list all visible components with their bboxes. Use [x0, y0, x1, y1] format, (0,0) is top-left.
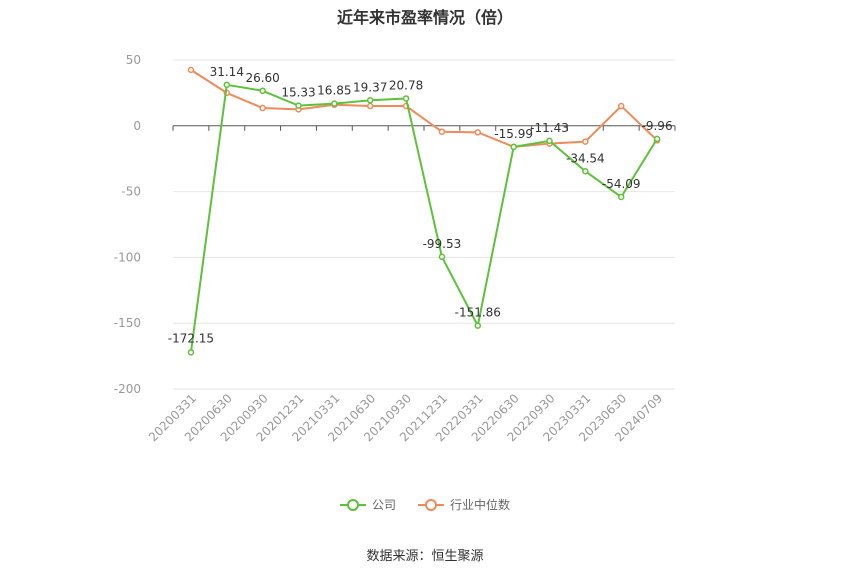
company-data-point: [510, 143, 517, 151]
company-data-label: -11.43: [530, 121, 569, 135]
company-data-label: -172.15: [168, 331, 214, 345]
company-data-point: [187, 349, 195, 356]
company-data-point: [259, 87, 266, 95]
industry-median-data-point: [187, 66, 195, 74]
company-data-point: [546, 137, 553, 145]
chart-title: 近年来市盈率情况（倍）: [336, 8, 513, 27]
y-tick-label: -200: [114, 382, 141, 396]
industry-median-data-point: [366, 102, 374, 110]
company-data-point: [366, 97, 374, 104]
legend-item-industry-median[interactable]: 行业中位数: [418, 496, 510, 513]
company-data-label: -54.09: [602, 177, 641, 191]
grid-layer: [173, 59, 675, 390]
y-tick-label: -150: [114, 316, 141, 330]
company-data-label: 16.85: [317, 84, 351, 98]
y-tick-label: 0: [133, 119, 141, 133]
legend-label-company: 公司: [371, 498, 396, 512]
company-data-point: [653, 135, 661, 143]
company-data-point: [223, 81, 231, 89]
industry-median-data-point: [617, 102, 625, 110]
data-source: 数据来源：恒生聚源: [366, 549, 484, 564]
industry-median-data-point: [582, 138, 589, 145]
company-data-label: -99.53: [423, 237, 462, 251]
series-layer: [187, 66, 661, 356]
company-data-label: 19.37: [353, 80, 387, 94]
company-data-point: [295, 102, 302, 109]
company-data-point: [438, 253, 446, 261]
legend: 公司 行业中位数: [0, 496, 850, 513]
legend-item-company[interactable]: 公司: [339, 496, 396, 513]
company-data-label: 15.33: [281, 86, 315, 100]
industry-median-data-point: [474, 129, 482, 136]
company-data-point: [402, 95, 410, 102]
company-data-label: 20.78: [389, 78, 423, 92]
company-data-label: -34.54: [566, 151, 605, 165]
industry-median-series-line: [190, 69, 658, 148]
y-tick-label: -50: [121, 185, 141, 199]
legend-marker-company: [339, 498, 366, 512]
line-chart: 500-50-100-150-2002020033120200630202009…: [114, 53, 676, 444]
y-tick-label: -100: [114, 250, 141, 264]
company-data-label: -151.86: [455, 306, 501, 320]
company-data-point: [474, 322, 482, 329]
company-data-point: [617, 193, 625, 201]
company-data-label: -9.96: [642, 119, 673, 133]
axis-layer: 500-50-100-150-2002020033120200630202009…: [114, 53, 676, 444]
legend-marker-industry-median: [418, 498, 444, 512]
company-series-line: [189, 83, 658, 353]
company-data-point: [331, 100, 338, 107]
company-data-label: -15.99: [494, 127, 533, 141]
company-data-label: 26.60: [245, 71, 279, 85]
company-data-point: [582, 168, 589, 175]
industry-median-data-point: [438, 128, 446, 135]
legend-label-industry-median: 行业中位数: [450, 498, 511, 512]
y-tick-label: 50: [126, 53, 141, 67]
industry-median-data-point: [259, 104, 266, 112]
company-data-label: 31.14: [210, 65, 244, 79]
